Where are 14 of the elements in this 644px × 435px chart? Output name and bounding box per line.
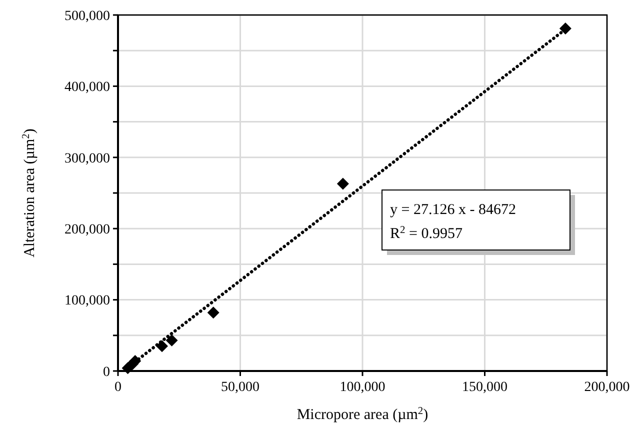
x-tick-label: 50,000 (221, 380, 260, 395)
y-tick-label: 300,000 (64, 151, 110, 166)
y-tick-label: 500,000 (64, 8, 110, 24)
x-tick-label: 200,000 (584, 380, 630, 395)
x-tick-label: 100,000 (340, 380, 386, 395)
y-tick-label: 400,000 (64, 80, 110, 96)
x-tick-label: 150,000 (462, 380, 508, 395)
x-axis-title: Micropore area (µm$^{2}$) (296, 406, 428, 423)
annotation: R$^{2}$ = 0.9957 (390, 224, 463, 242)
annotation: y = 27.126 x - 84672 (390, 202, 516, 218)
y-tick-label: 100,000 (64, 294, 110, 309)
y-tick-label: 200,000 (64, 222, 110, 238)
y-tick-label: 0 (103, 364, 110, 380)
x-tick-label: 0 (114, 380, 122, 395)
